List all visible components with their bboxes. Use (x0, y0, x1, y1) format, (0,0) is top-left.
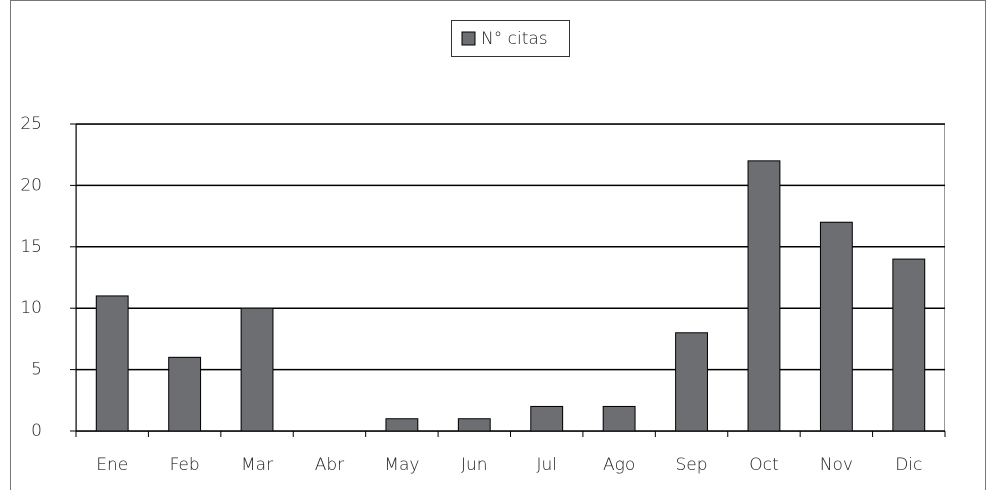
bar (747, 160, 781, 432)
y-tick-label: 25 (20, 114, 42, 134)
x-tick-label: Nov (820, 455, 853, 475)
x-tick-label: Sep (676, 455, 708, 475)
x-tick-label: Feb (170, 455, 200, 475)
x-tick-label: Mar (241, 455, 273, 475)
bar (892, 258, 926, 432)
y-tick-label: 5 (31, 360, 42, 380)
y-tick-label: 0 (31, 421, 42, 441)
x-tick-label: May (384, 455, 419, 475)
x-tick-label: Dic (895, 455, 922, 475)
x-tick-label: Abr (315, 455, 344, 475)
bar (457, 418, 491, 432)
bar (95, 295, 129, 432)
bar (240, 307, 274, 432)
y-tick-label: 15 (20, 237, 42, 257)
x-tick-label: Jun (461, 455, 488, 475)
bar (530, 405, 564, 432)
y-tick-label: 20 (20, 175, 42, 195)
bar (675, 332, 708, 432)
y-tick-label: 10 (20, 298, 42, 318)
bar (168, 356, 202, 432)
legend-swatch (461, 31, 476, 46)
bar (385, 418, 419, 432)
x-tick-label: Jul (536, 455, 557, 475)
x-tick-label: Oct (749, 455, 778, 475)
x-tick-label: Ene (96, 455, 128, 475)
legend-label: N° citas (481, 29, 548, 49)
bar (602, 405, 636, 432)
bar (819, 221, 853, 432)
x-tick-label: Ago (603, 455, 635, 475)
